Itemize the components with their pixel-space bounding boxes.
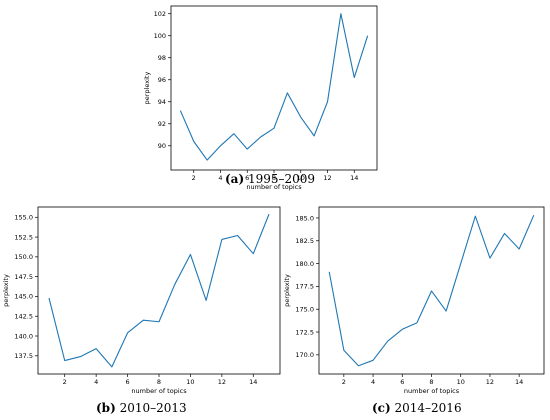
x-axis-label-b: number of topics	[131, 387, 187, 395]
y-tick-label-b-6: 152.5	[14, 233, 33, 241]
y-tick-label-a-0: 90	[158, 142, 166, 150]
y-tick-label-a-3: 96	[158, 76, 166, 84]
y-tick-label-c-5: 182.5	[295, 237, 314, 245]
x-tick-label-b-3: 8	[157, 378, 161, 386]
y-tick-label-b-7: 155.0	[14, 214, 33, 222]
y-tick-label-c-1: 172.5	[295, 328, 314, 336]
x-tick-label-b-2: 6	[126, 378, 130, 386]
y-tick-label-b-3: 145.0	[14, 293, 33, 301]
y-tick-label-b-5: 150.0	[14, 253, 33, 261]
caption-c-text: 2014–2016	[394, 401, 462, 415]
caption-b-text: 2010–2013	[119, 401, 187, 415]
chart-panel-c: 2 4 6 8 10 12 14 170.0 172.5 175.0 177.5 180.0 182.5…	[283, 206, 545, 395]
x-tick-label-c-4: 10	[457, 378, 465, 386]
x-tick-label-a-4: 10	[297, 174, 305, 182]
x-tick-label-a-5: 12	[323, 174, 331, 182]
x-tick-label-b-5: 12	[218, 378, 226, 386]
y-tick-label-a-1: 92	[158, 120, 166, 128]
y-tick-label-b-2: 142.5	[14, 313, 33, 321]
x-tick-label-c-1: 4	[371, 378, 375, 386]
x-axis-label-a: number of topics	[246, 183, 302, 191]
series-line-b-0	[48, 213, 270, 368]
y-tick-label-c-0: 170.0	[295, 351, 314, 359]
x-tick-label-c-6: 14	[515, 378, 523, 386]
y-tick-label-c-6: 185.0	[295, 214, 314, 222]
chart-panel-b: 2 4 6 8 10 12 14 137.5 140.0 142.5 145.0 147.5 150.0…	[2, 206, 281, 395]
chart-panel-a: 2 4 6 8 10 12 14 90 92 94 96 98 100 102 number of topi…	[143, 5, 378, 191]
x-tick-label-b-1: 4	[94, 378, 98, 386]
y-tick-label-b-1: 140.0	[14, 332, 33, 340]
y-tick-label-a-4: 98	[158, 54, 166, 62]
x-tick-label-a-0: 2	[192, 174, 196, 182]
caption-a-text: 1995–2009	[247, 172, 316, 186]
y-tick-label-a-6: 102	[154, 10, 166, 18]
y-tick-label-c-4: 180.0	[295, 260, 314, 268]
x-tick-label-c-2: 6	[400, 378, 404, 386]
plot-frame-a	[170, 5, 378, 171]
x-tick-label-c-3: 8	[429, 378, 433, 386]
x-tick-label-a-3: 8	[272, 174, 276, 182]
y-axis-label-c: perplexity	[283, 274, 291, 307]
series-line-a-0	[179, 13, 369, 161]
y-tick-label-c-3: 177.5	[295, 283, 314, 291]
caption-b: (b) 2010–2013	[96, 401, 187, 415]
plot-frame-b	[37, 206, 281, 375]
caption-c: (c) 2014–2016	[372, 401, 462, 415]
caption-a: (a) 1995–2009	[225, 172, 315, 186]
y-tick-label-b-0: 137.5	[14, 352, 33, 360]
y-tick-label-a-5: 100	[154, 32, 166, 40]
x-tick-label-c-0: 2	[342, 378, 346, 386]
series-line-c-0	[328, 214, 535, 367]
caption-c-letter: (c)	[372, 401, 391, 415]
y-tick-label-b-4: 147.5	[14, 273, 33, 281]
y-tick-label-a-2: 94	[158, 98, 166, 106]
caption-a-letter: (a)	[225, 172, 245, 186]
x-axis-label-c: number of topics	[404, 387, 460, 395]
y-axis-label-a: perplexity	[143, 72, 151, 105]
x-tick-label-c-5: 12	[486, 378, 494, 386]
x-tick-label-b-6: 14	[249, 378, 257, 386]
y-axis-label-b: perplexity	[2, 274, 10, 307]
x-tick-label-b-4: 10	[186, 378, 194, 386]
x-tick-label-a-1: 4	[218, 174, 222, 182]
caption-b-letter: (b)	[96, 401, 116, 415]
x-tick-label-a-6: 14	[350, 174, 358, 182]
y-tick-label-c-2: 175.0	[295, 306, 314, 314]
x-tick-label-a-2: 6	[245, 174, 249, 182]
x-tick-label-b-0: 2	[63, 378, 67, 386]
